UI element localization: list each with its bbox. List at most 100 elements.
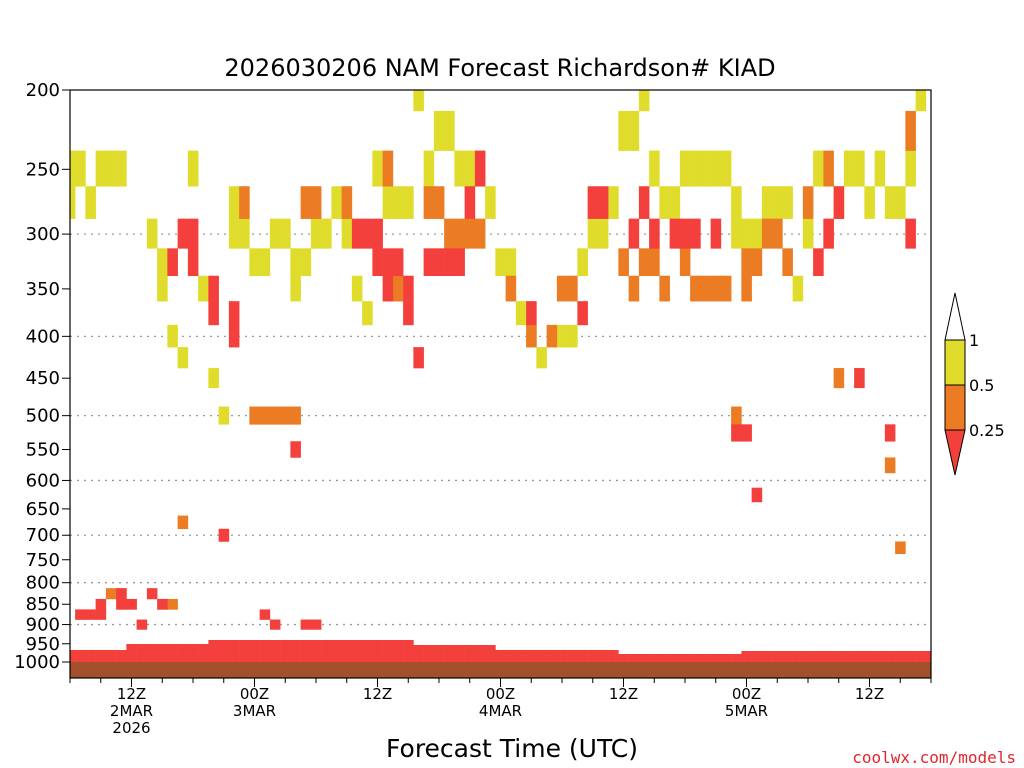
cell-yellow	[618, 110, 629, 151]
surface-band-cell	[546, 650, 558, 662]
cell-yellow	[669, 186, 681, 219]
cell-yellow	[628, 110, 640, 151]
cell-yellow	[659, 186, 670, 219]
cell-red	[433, 248, 445, 277]
surface-band-cell	[146, 644, 158, 662]
cell-yellow	[310, 218, 322, 249]
cell-orange	[464, 218, 476, 249]
cell-yellow	[802, 218, 814, 249]
x-tick-label-24-0: 00Z	[240, 685, 269, 703]
cell-yellow	[741, 218, 752, 249]
cell-orange	[382, 150, 394, 187]
cell-red	[526, 301, 537, 326]
cell-yellow	[761, 186, 773, 219]
surface-band-cell	[864, 651, 875, 662]
cell-yellow	[372, 150, 383, 187]
cell-red	[823, 218, 834, 249]
surface-band-cell	[75, 650, 86, 662]
cell-orange	[802, 186, 814, 219]
cell-red	[167, 248, 178, 277]
x-tick-label-48-1: 4MAR	[479, 702, 522, 720]
cell-orange	[290, 406, 301, 425]
legend-label-1: 1	[969, 331, 979, 350]
surface-band-cell	[895, 651, 906, 662]
surface-band-cell	[659, 654, 670, 662]
surface-band-cell	[218, 640, 230, 662]
surface-band-cell	[136, 644, 148, 662]
surface-band-cell	[782, 651, 793, 662]
cell-orange	[905, 110, 916, 151]
y-tick-label-850: 850	[26, 594, 60, 615]
cell-red	[208, 301, 219, 326]
surface-band-cell	[423, 645, 435, 662]
cell-orange	[341, 186, 353, 219]
cell-red	[690, 218, 701, 249]
surface-band-cell	[126, 644, 137, 662]
surface-band-cell	[331, 640, 342, 662]
x-tick-label-72-1: 5MAR	[725, 702, 768, 720]
x-tick-label-24-1: 3MAR	[233, 702, 276, 720]
surface-band-cell	[249, 640, 260, 662]
surface-band-cell	[464, 645, 476, 662]
cell-yellow	[300, 248, 312, 277]
surface-band-cell	[905, 651, 916, 662]
y-tick-label-450: 450	[26, 368, 60, 389]
cell-orange	[690, 275, 701, 302]
cell-red	[372, 248, 383, 277]
cell-orange	[239, 186, 250, 219]
cell-yellow	[167, 324, 178, 348]
surface-band-cell	[413, 645, 424, 662]
cell-yellow	[75, 150, 86, 187]
cell-red	[813, 248, 824, 277]
cell-yellow	[700, 150, 711, 187]
cell-orange	[259, 406, 271, 425]
cell-red	[454, 248, 465, 277]
y-tick-label-1000: 1000	[14, 652, 60, 673]
cell-orange	[556, 275, 568, 302]
cell-yellow	[731, 218, 742, 249]
cell-orange	[751, 248, 763, 277]
cell-yellow	[444, 110, 455, 151]
cell-orange	[659, 275, 670, 302]
cell-yellow	[515, 301, 527, 326]
y-tick-label-500: 500	[26, 406, 60, 427]
surface-band-cell	[351, 640, 363, 662]
cell-red	[403, 275, 414, 302]
cell-yellow	[403, 186, 414, 219]
cell-orange	[444, 218, 455, 249]
cell-red	[905, 218, 916, 249]
surface-band-cell	[854, 651, 865, 662]
cell-red	[741, 424, 752, 442]
cell-red	[95, 609, 107, 620]
y-tick-label-300: 300	[26, 224, 60, 245]
cell-red	[157, 598, 168, 610]
cell-red	[751, 487, 763, 503]
cell-yellow	[884, 186, 896, 219]
surface-band-cell	[321, 640, 332, 662]
y-tick-label-200: 200	[26, 80, 60, 101]
cell-orange	[884, 457, 896, 474]
colorbar-legend: 1 0.5 0.25	[944, 292, 1005, 476]
cell-orange	[782, 248, 793, 277]
cell-yellow	[608, 186, 619, 219]
cell-yellow	[187, 150, 199, 187]
cell-red	[649, 218, 660, 249]
cell-orange	[649, 248, 660, 277]
surface-band-cell	[690, 654, 701, 662]
cell-red	[382, 275, 394, 302]
surface-band-cell	[259, 640, 271, 662]
cell-yellow	[792, 275, 804, 302]
cell-red	[710, 218, 722, 249]
cell-orange	[392, 275, 404, 302]
cell-orange	[280, 406, 291, 425]
surface-band-cell	[608, 650, 619, 662]
surface-band-cell	[597, 650, 609, 662]
cell-yellow	[782, 186, 793, 219]
surface-band-cell	[649, 654, 660, 662]
cell-red	[372, 218, 383, 249]
surface-band-cell	[372, 640, 383, 662]
surface-band-cell	[577, 650, 588, 662]
cell-red	[95, 598, 107, 610]
cell-yellow	[290, 275, 301, 302]
